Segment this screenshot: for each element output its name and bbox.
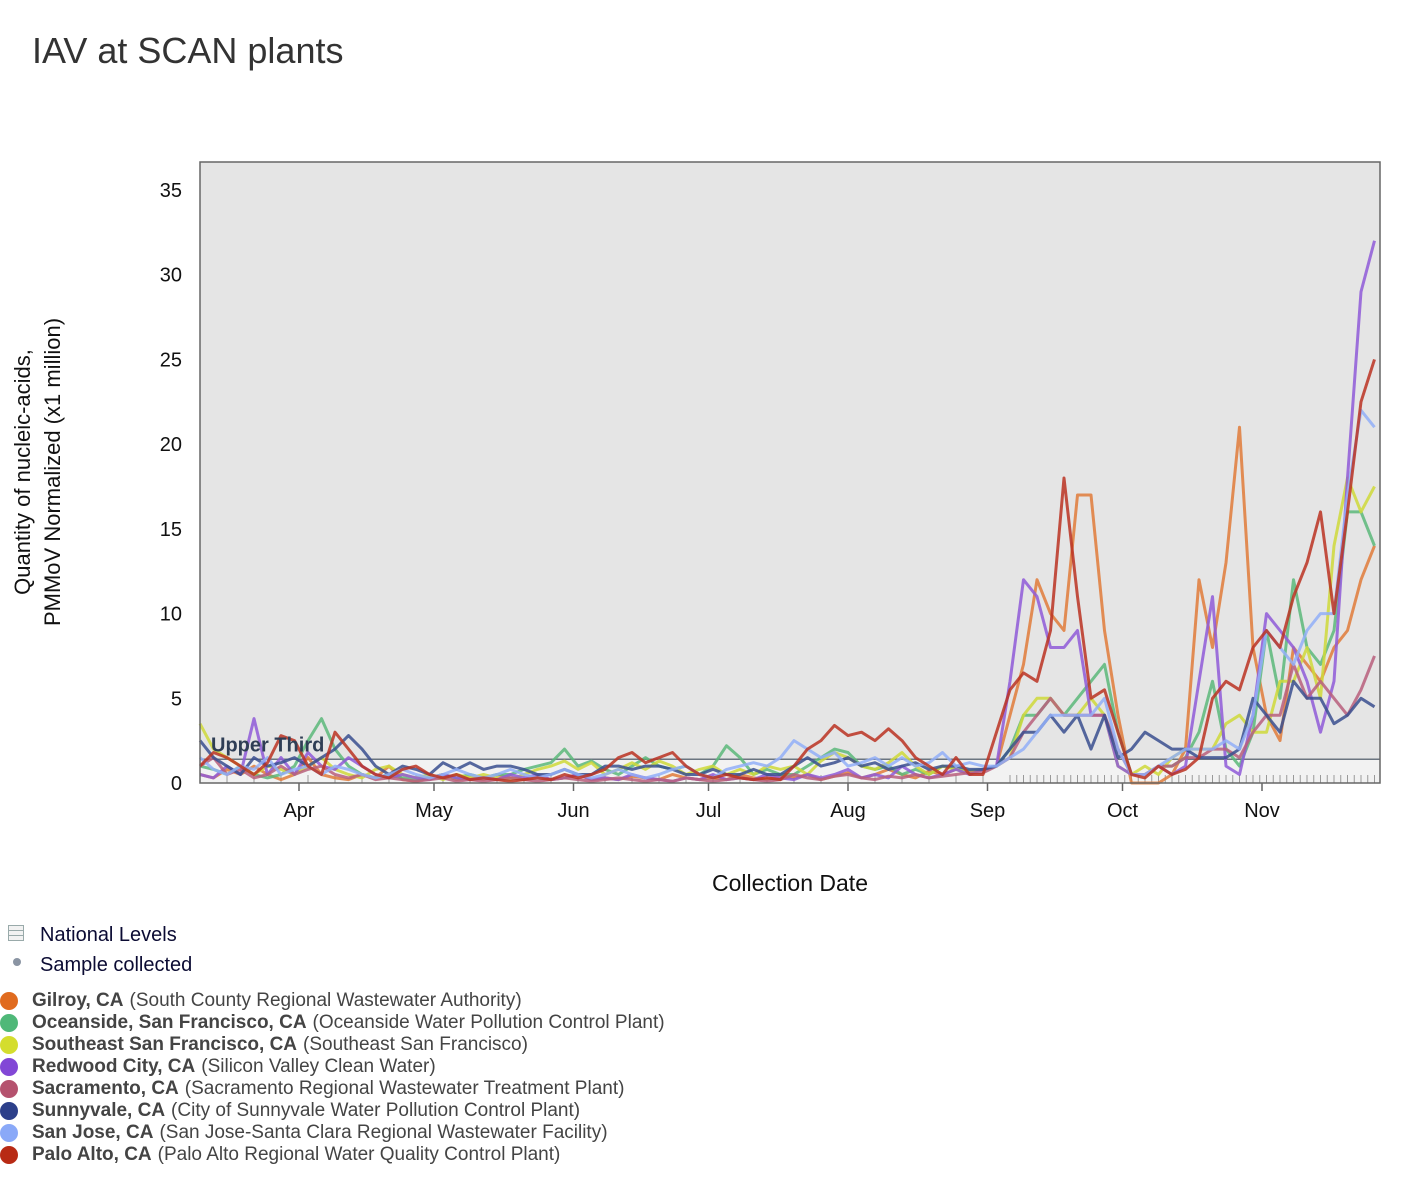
series-line-7 xyxy=(198,358,1376,783)
legend-color-dot-icon xyxy=(0,1102,18,1120)
sample-dot-icon xyxy=(8,954,32,977)
legend-site-name: Sacramento, CA xyxy=(32,1078,179,1099)
plot-border xyxy=(199,161,1381,784)
x-tick-label: Apr xyxy=(283,800,314,822)
y-tick-label: 25 xyxy=(160,349,182,371)
sample-collected-label: Sample collected xyxy=(40,954,193,976)
x-tick-label: Oct xyxy=(1107,800,1139,822)
legend-color-dot-icon xyxy=(0,1080,18,1098)
x-tick-label: Jul xyxy=(696,800,722,822)
series-line-4 xyxy=(199,655,1376,783)
legend-site-name: San Jose, CA xyxy=(32,1122,154,1143)
y-tick-label: 0 xyxy=(171,773,182,795)
legend-site-name: Palo Alto, CA xyxy=(32,1144,152,1165)
x-tick-label: Aug xyxy=(830,800,866,822)
legend-facility-name: (Sacramento Regional Wastewater Treatmen… xyxy=(184,1078,625,1099)
legend-site-name: Sunnyvale, CA xyxy=(32,1100,166,1121)
y-tick-label: 15 xyxy=(160,519,182,541)
legend-color-dot-icon xyxy=(0,1146,18,1164)
legend-facility-name: (City of Sunnyvale Water Pollution Contr… xyxy=(171,1100,581,1121)
x-tick-label: Sep xyxy=(970,800,1006,822)
legend-facility-name: (Silicon Valley Clean Water) xyxy=(201,1056,436,1077)
x-tick-label: Jun xyxy=(557,800,589,822)
legend-site-name: Redwood City, CA xyxy=(32,1056,196,1077)
chart-title: IAV at SCAN plants xyxy=(32,30,344,71)
legend-facility-name: (South County Regional Wastewater Author… xyxy=(129,990,522,1011)
y-tick-label: 20 xyxy=(160,434,182,456)
legend-color-dot-icon xyxy=(0,1036,18,1054)
legend-item[interactable]: Gilroy, CA (South County Regional Wastewa… xyxy=(0,990,665,1012)
legend-facility-name: (Oceanside Water Pollution Control Plant… xyxy=(312,1012,665,1033)
legend-color-dot-icon xyxy=(0,992,18,1010)
national-level-label: Upper Third xyxy=(211,734,324,756)
y-tick-label: 10 xyxy=(160,604,182,626)
legend-item[interactable]: Palo Alto, CA (Palo Alto Regional Water Q… xyxy=(0,1144,665,1166)
y-tick-label: 35 xyxy=(160,180,182,202)
legend-item[interactable]: Sacramento, CA (Sacramento Regional Waste… xyxy=(0,1078,665,1100)
legend-sample-collected[interactable]: Sample collected xyxy=(8,954,192,977)
y-tick-label: 30 xyxy=(160,265,182,287)
y-axis-label: Quantity of nucleic-acids, xyxy=(10,349,35,595)
x-tick-label: May xyxy=(415,800,453,822)
legend-site-name: Oceanside, San Francisco, CA xyxy=(32,1012,307,1033)
legend-site-name: Southeast San Francisco, CA xyxy=(32,1034,298,1055)
legend-item[interactable]: Oceanside, San Francisco, CA (Oceanside W… xyxy=(0,1012,665,1034)
legend-item[interactable]: San Jose, CA (San Jose-Santa Clara Region… xyxy=(0,1122,665,1144)
legend-item[interactable]: Redwood City, CA (Silicon Valley Clean Wa… xyxy=(0,1056,665,1078)
series-legend: Gilroy, CA (South County Regional Wastewa… xyxy=(0,990,665,1166)
legend-site-name: Gilroy, CA xyxy=(32,990,124,1011)
legend-color-dot-icon xyxy=(0,1124,18,1142)
x-axis-label: Collection Date xyxy=(712,870,868,896)
legend-item[interactable]: Southeast San Francisco, CA (Southeast Sa… xyxy=(0,1034,665,1056)
national-levels-label: National Levels xyxy=(40,924,177,946)
national-levels-icon xyxy=(8,924,32,947)
series-line-5 xyxy=(198,679,1376,776)
legend-facility-name: (San Jose-Santa Clara Regional Wastewate… xyxy=(159,1122,608,1143)
y-axis-label: PMMoV Normalized (x1 million) xyxy=(40,318,65,626)
legend-color-dot-icon xyxy=(0,1014,18,1032)
x-tick-label: Nov xyxy=(1244,800,1280,822)
legend-color-dot-icon xyxy=(0,1058,18,1076)
y-tick-label: 5 xyxy=(171,688,182,710)
series-line-3 xyxy=(199,240,1376,783)
legend-facility-name: (Palo Alto Regional Water Quality Contro… xyxy=(157,1144,561,1165)
plot-background xyxy=(200,162,1380,783)
legend-facility-name: (Southeast San Francisco) xyxy=(303,1034,528,1055)
legend-national-levels[interactable]: National Levels xyxy=(8,924,177,947)
legend-item[interactable]: Sunnyvale, CA (City of Sunnyvale Water Po… xyxy=(0,1100,665,1122)
